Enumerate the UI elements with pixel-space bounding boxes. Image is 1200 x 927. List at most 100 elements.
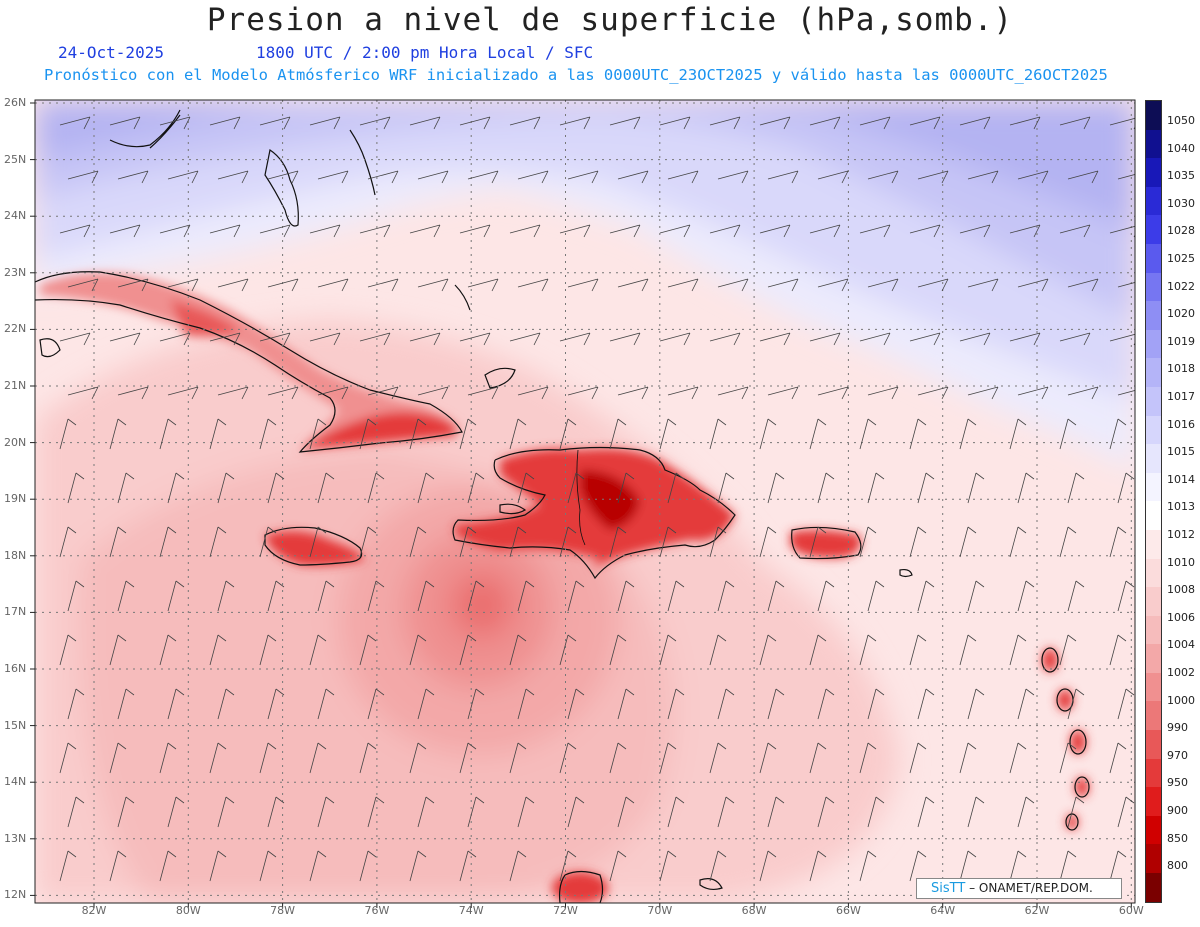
wind-barb: [359, 850, 377, 882]
wind-barb: [717, 688, 735, 720]
legend-level-label: 900: [1167, 804, 1188, 817]
wind-barb: [759, 850, 777, 882]
wind-barb: [767, 170, 799, 184]
coastlines: [35, 109, 1090, 903]
wind-barb: [1117, 174, 1135, 180]
wind-barb: [267, 688, 285, 720]
wind-barb: [517, 170, 549, 184]
wind-barb: [459, 634, 477, 666]
wind-barb: [1109, 418, 1127, 450]
wind-barb: [217, 796, 235, 828]
wind-barb: [517, 796, 535, 828]
lon-label: 62W: [1024, 904, 1050, 917]
wind-barb: [859, 742, 877, 774]
legend-level-label: 1012: [1167, 528, 1195, 541]
wind-barb: [517, 386, 549, 400]
wind-barb: [767, 796, 785, 828]
legend-swatch: [1146, 158, 1161, 187]
wind-barb: [59, 850, 77, 882]
wind-barb: [67, 580, 85, 612]
wind-barb: [809, 526, 827, 558]
wind-barb: [867, 386, 899, 400]
lat-label: 16N: [4, 662, 27, 675]
wind-barb: [909, 850, 927, 882]
wind-barb: [317, 278, 349, 292]
lat-label: 26N: [4, 96, 27, 109]
wind-barb: [1017, 386, 1049, 400]
wind-barb: [267, 472, 285, 504]
wind-barb: [809, 418, 827, 450]
wind-barb: [1009, 332, 1041, 346]
wind-barb: [159, 526, 177, 558]
wind-barb: [1117, 688, 1135, 720]
wind-barb: [667, 386, 699, 400]
credit-brand: SisTT: [931, 881, 966, 896]
grid-lines: [35, 100, 1135, 903]
legend-swatch: [1146, 129, 1161, 159]
legend-level-label: 1020: [1167, 307, 1195, 321]
wind-barb: [417, 472, 435, 504]
legend-swatch: [1146, 873, 1161, 902]
legend-swatch: [1146, 558, 1161, 588]
legend-level-label: 1025: [1167, 252, 1195, 265]
wind-barb: [917, 472, 935, 504]
wind-barb: [209, 850, 227, 882]
wind-barb: [967, 688, 985, 720]
wind-barb: [1067, 278, 1099, 292]
wind-barb: [1059, 526, 1077, 558]
wind-barb: [1117, 580, 1135, 612]
wind-barb: [917, 170, 949, 184]
wind-barb: [809, 116, 841, 130]
wind-barb: [67, 688, 85, 720]
wind-barb: [567, 472, 585, 504]
wind-barb: [659, 634, 677, 666]
lon-label: 60W: [1118, 904, 1144, 917]
wind-barb: [1059, 742, 1077, 774]
lon-label: 70W: [647, 904, 673, 917]
wind-barb: [209, 634, 227, 666]
wind-barb: [367, 472, 385, 504]
legend-level-label: 1040: [1167, 141, 1195, 155]
wind-barb: [609, 116, 641, 130]
legend-level-label: 950: [1167, 776, 1188, 790]
wind-barb: [1017, 170, 1049, 184]
wind-barb: [859, 418, 877, 450]
wind-barb: [367, 580, 385, 612]
wind-barb: [209, 332, 241, 346]
wind-barb: [1059, 634, 1077, 666]
wind-barb: [1009, 850, 1027, 882]
wind-barb: [109, 418, 127, 450]
wind-barb: [809, 742, 827, 774]
wind-barb: [367, 278, 399, 292]
lat-label: 13N: [4, 831, 27, 845]
wind-barb: [967, 170, 999, 184]
legend-level-label: 1050: [1167, 114, 1195, 127]
wind-barb: [67, 278, 99, 292]
wind-barb: [1109, 742, 1127, 774]
wind-barb: [667, 580, 685, 612]
wind-barb: [517, 580, 535, 612]
credit-org: – ONAMET/REP.DOM.: [965, 881, 1093, 895]
wind-barb: [409, 332, 441, 346]
wind-barb: [367, 170, 399, 184]
wind-barb: [167, 580, 185, 612]
wind-barb: [1017, 688, 1035, 720]
wind-barb: [567, 580, 585, 612]
wind-barb: [709, 116, 741, 130]
wind-barb: [317, 386, 349, 400]
wind-barb: [1109, 634, 1127, 666]
wind-barb: [1067, 688, 1085, 720]
legend-level-label: 1000: [1167, 693, 1195, 707]
wind-barb: [467, 688, 485, 720]
map-frame: [34, 99, 1136, 904]
wind-barb: [217, 278, 249, 292]
wind-barb: [759, 332, 791, 346]
wind-barbs: [59, 116, 1135, 882]
wind-barb: [559, 332, 591, 346]
wind-barb: [917, 796, 935, 828]
credit-box: SisTT – ONAMET/REP.DOM.: [916, 878, 1122, 899]
wind-barb: [259, 224, 291, 238]
wind-barb: [209, 116, 241, 130]
wind-barb: [1067, 580, 1085, 612]
lon-label: 76W: [364, 904, 390, 917]
